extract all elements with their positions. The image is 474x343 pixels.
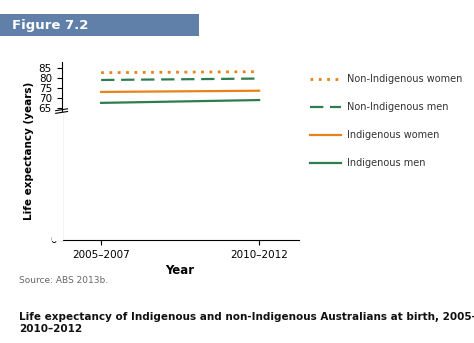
Text: Indigenous women: Indigenous women: [347, 130, 439, 140]
Bar: [52, 113, 62, 240]
X-axis label: Year: Year: [165, 264, 195, 277]
Text: Indigenous men: Indigenous men: [347, 158, 426, 168]
Text: Figure 7.2: Figure 7.2: [12, 20, 88, 33]
Text: Non-Indigenous women: Non-Indigenous women: [347, 74, 462, 84]
Text: Non-Indigenous men: Non-Indigenous men: [347, 102, 448, 112]
Text: Life expectancy of Indigenous and non-Indigenous Australians at birth, 2005–2007: Life expectancy of Indigenous and non-In…: [19, 312, 474, 334]
Y-axis label: Life expectancy (years): Life expectancy (years): [25, 82, 35, 220]
Text: 0: 0: [50, 235, 57, 245]
Text: Source: ABS 2013b.: Source: ABS 2013b.: [19, 276, 108, 285]
